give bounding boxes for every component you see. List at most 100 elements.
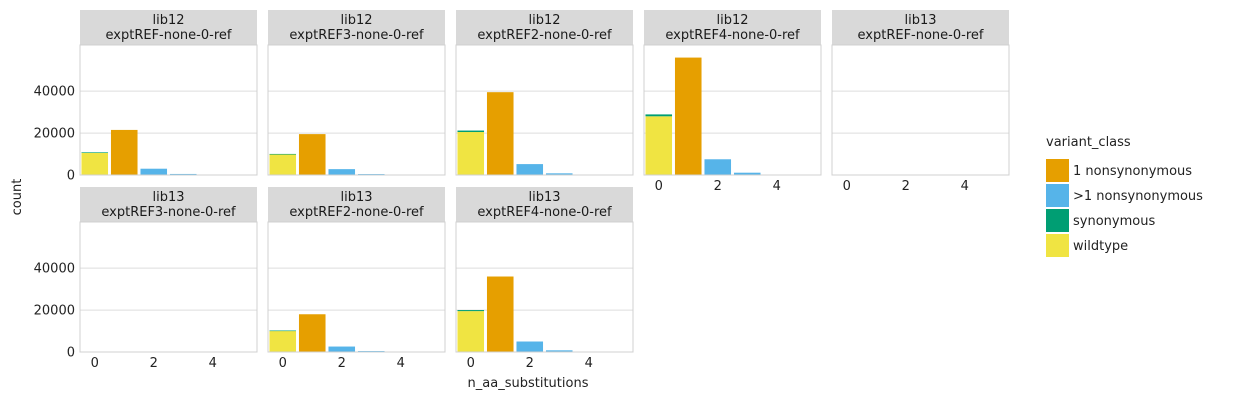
facet-strip-label: exptREF3-none-0-ref bbox=[101, 205, 236, 220]
panel-border bbox=[643, 44, 822, 176]
facet-strip bbox=[456, 187, 633, 222]
panel-border bbox=[455, 44, 634, 176]
y-axis-label: count bbox=[10, 179, 25, 216]
legend-swatch bbox=[1046, 234, 1069, 257]
bar-segment bbox=[457, 130, 485, 133]
facet-strip-label: exptREF3-none-0-ref bbox=[289, 28, 424, 43]
bar-segment bbox=[328, 346, 356, 352]
bar-segment bbox=[81, 152, 109, 153]
panel-border bbox=[831, 44, 1010, 176]
facet-strip bbox=[268, 187, 445, 222]
bar-segment bbox=[110, 129, 138, 175]
bar-segment bbox=[457, 310, 485, 312]
panel-border bbox=[455, 221, 634, 353]
bar-segment bbox=[645, 114, 673, 117]
facet-strip-label: exptREF-none-0-ref bbox=[106, 28, 232, 43]
legend-label: >1 nonsynonymous bbox=[1073, 189, 1203, 204]
x-tick-label: 0 bbox=[655, 179, 663, 194]
x-tick-label: 2 bbox=[714, 179, 722, 194]
bar-segment bbox=[457, 132, 485, 175]
panel-border bbox=[267, 221, 446, 353]
panel-background bbox=[832, 45, 1009, 175]
facet-strip-label: lib13 bbox=[152, 190, 184, 205]
facet-strip-label: exptREF2-none-0-ref bbox=[289, 205, 424, 220]
bar-segment bbox=[169, 173, 197, 175]
x-tick-label: 4 bbox=[585, 356, 593, 371]
panel-background bbox=[268, 45, 445, 175]
facet-strip bbox=[832, 10, 1009, 45]
facet-strip-label: lib13 bbox=[904, 13, 936, 28]
facet-strip-label: lib12 bbox=[152, 13, 184, 28]
bar-segment bbox=[486, 92, 514, 175]
bar-segment bbox=[269, 153, 297, 155]
panel-border bbox=[267, 44, 446, 176]
facet-strip-label: lib12 bbox=[340, 13, 372, 28]
x-tick-label: 0 bbox=[91, 356, 99, 371]
x-tick-label: 4 bbox=[397, 356, 405, 371]
y-tick-label: 20000 bbox=[34, 304, 75, 319]
bar-segment bbox=[269, 331, 297, 352]
facet-strip-label: exptREF2-none-0-ref bbox=[477, 28, 612, 43]
facet-strip-label: lib12 bbox=[528, 13, 560, 28]
y-tick-label: 0 bbox=[67, 346, 75, 361]
legend-label: synonymous bbox=[1073, 214, 1155, 229]
bar-segment bbox=[486, 276, 514, 352]
legend-label: wildtype bbox=[1073, 239, 1128, 254]
facet-strip bbox=[268, 10, 445, 45]
legend-title: variant_class bbox=[1046, 135, 1131, 150]
facet-panels: lib12exptREF-none-0-ref02000040000lib12e… bbox=[34, 10, 1010, 371]
x-tick-label: 4 bbox=[209, 356, 217, 371]
facet-strip-label: exptREF-none-0-ref bbox=[858, 28, 984, 43]
bar-segment bbox=[298, 134, 326, 175]
y-tick-label: 20000 bbox=[34, 127, 75, 142]
x-tick-label: 2 bbox=[150, 356, 158, 371]
legend: variant_class 1 nonsynonymous >1 nonsynon… bbox=[1046, 135, 1203, 257]
y-tick-label: 40000 bbox=[34, 85, 75, 100]
x-tick-label: 2 bbox=[902, 179, 910, 194]
x-tick-label: 2 bbox=[338, 356, 346, 371]
legend-swatch bbox=[1046, 184, 1069, 207]
axes: n_aa_substitutions count bbox=[10, 179, 589, 391]
bar-segment bbox=[328, 169, 356, 175]
facet-strip-label: exptREF4-none-0-ref bbox=[477, 205, 612, 220]
bar-segment bbox=[516, 341, 544, 352]
bar-segment bbox=[733, 172, 761, 175]
facet-strip bbox=[80, 10, 257, 45]
x-tick-label: 0 bbox=[279, 356, 287, 371]
bar-segment bbox=[704, 159, 732, 175]
x-tick-label: 4 bbox=[773, 179, 781, 194]
x-axis-label: n_aa_substitutions bbox=[468, 376, 589, 391]
facet-strip bbox=[644, 10, 821, 45]
bar-segment bbox=[516, 164, 544, 175]
panel-background bbox=[80, 222, 257, 352]
legend-swatch bbox=[1046, 209, 1069, 232]
bar-segment bbox=[140, 168, 168, 175]
y-tick-label: 0 bbox=[67, 169, 75, 184]
panel-background bbox=[268, 222, 445, 352]
panel-background bbox=[80, 45, 257, 175]
legend-swatch bbox=[1046, 159, 1069, 182]
bar-segment bbox=[81, 152, 109, 175]
facet-strip-label: lib12 bbox=[716, 13, 748, 28]
x-tick-label: 0 bbox=[843, 179, 851, 194]
bar-segment bbox=[269, 154, 297, 175]
facet-strip bbox=[456, 10, 633, 45]
bar-segment bbox=[298, 314, 326, 352]
panel-border bbox=[79, 221, 258, 353]
y-tick-label: 40000 bbox=[34, 262, 75, 277]
bar-segment bbox=[457, 311, 485, 352]
bar-segment bbox=[674, 57, 702, 176]
x-tick-label: 2 bbox=[526, 356, 534, 371]
bar-segment bbox=[545, 173, 573, 175]
x-tick-label: 0 bbox=[467, 356, 475, 371]
facet-strip bbox=[80, 187, 257, 222]
panel-background bbox=[456, 45, 633, 175]
panel-background bbox=[456, 222, 633, 352]
legend-label: 1 nonsynonymous bbox=[1073, 164, 1192, 179]
bar-segment bbox=[645, 116, 673, 175]
